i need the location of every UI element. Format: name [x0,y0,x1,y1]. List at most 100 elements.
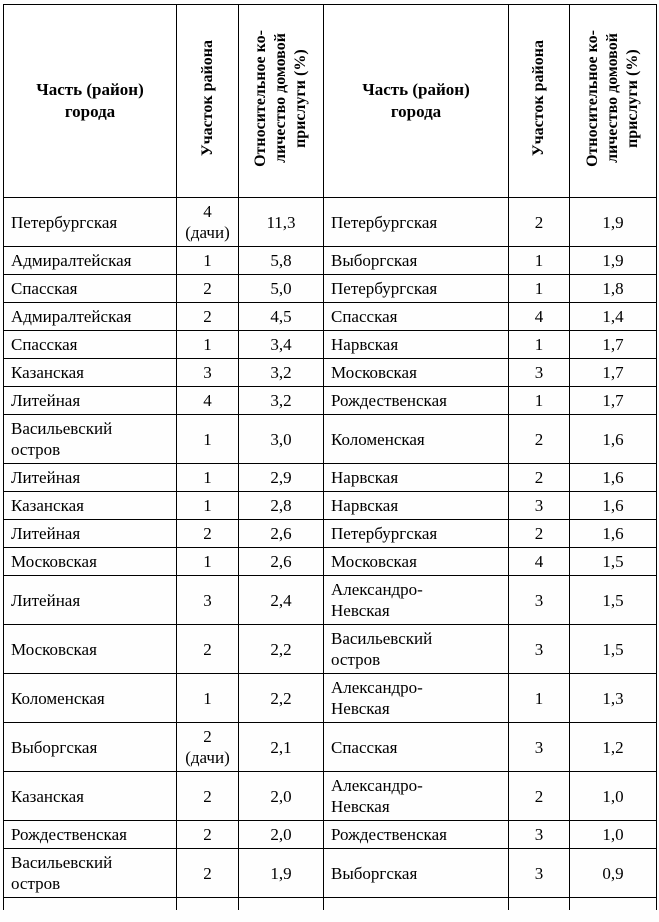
table-row: Литейная 3 2,4 Александро- Невская 3 1,5 [3,575,657,625]
right-section-cell: 3 [508,820,570,849]
right-value-cell: 1,6 [569,519,657,548]
left-district-cell: Петербургская [3,197,177,247]
table-row: Петербургская 4 (дачи) 11,3 Петербургская 2 1… [3,197,657,247]
header-district-left: Часть (район) города [3,4,177,198]
left-district-cell: Выборгская [3,722,177,772]
right-district-cell: Московская [323,547,509,576]
table-body: Петербургская 4 (дачи) 11,3 Петербургская 2 1… [3,197,657,910]
right-district-cell: Александро- Невская [323,673,509,723]
left-district-cell: Казанская [3,358,177,387]
right-value-cell: 1,0 [569,820,657,849]
right-section-cell: 1 [508,673,570,723]
header-section-right: Участок района [508,4,570,198]
table-row: Московская 2 2,2 Васильевский остров 3 1,5 [3,624,657,674]
header-percent-left: Относительное ко- личество домовой присл… [238,4,324,198]
header-row: Часть (район) города Участок района Отно… [3,4,657,198]
right-value-cell: 1,6 [569,463,657,492]
table-row: Васильевский остров 1 3,0 Коломенская 2 1,6 [3,414,657,464]
left-district-cell: Казанская [3,771,177,821]
partial-row-cell [323,897,509,910]
left-value-cell: 2,8 [238,491,324,520]
left-value-cell: 2,2 [238,624,324,674]
left-section-cell: 1 [176,547,239,576]
header-percent-right-label: Относительное ко- личество домовой присл… [584,30,641,167]
left-section-cell: 2 [176,820,239,849]
right-value-cell: 1,0 [569,771,657,821]
servants-statistics-table: Часть (район) города Участок района Отно… [3,4,657,910]
right-section-cell: 3 [508,575,570,625]
left-section-cell: 1 [176,673,239,723]
right-district-cell: Нарвская [323,491,509,520]
right-section-cell: 2 [508,414,570,464]
right-section-cell: 1 [508,274,570,303]
header-section-right-label: Участок района [530,40,547,157]
left-district-cell: Спасская [3,274,177,303]
table-row: Спасская 1 3,4 Нарвская 1 1,7 [3,330,657,359]
right-district-cell: Коломенская [323,414,509,464]
right-district-cell: Рождественская [323,386,509,415]
left-value-cell: 4,5 [238,302,324,331]
left-section-cell: 3 [176,575,239,625]
right-section-cell: 4 [508,547,570,576]
left-section-cell: 4 [176,386,239,415]
right-value-cell: 0,9 [569,848,657,898]
left-value-cell: 2,0 [238,771,324,821]
right-section-cell: 2 [508,771,570,821]
left-value-cell: 3,2 [238,386,324,415]
left-district-cell: Адмиралтейская [3,302,177,331]
right-value-cell: 1,9 [569,246,657,275]
right-section-cell: 3 [508,624,570,674]
right-district-cell: Спасская [323,302,509,331]
left-value-cell: 2,6 [238,519,324,548]
left-value-cell: 5,8 [238,246,324,275]
left-district-cell: Спасская [3,330,177,359]
table-header: Часть (район) города Участок района Отно… [3,4,657,198]
table-row: Литейная 2 2,6 Петербургская 2 1,6 [3,519,657,548]
header-district-right: Часть (район) города [323,4,509,198]
right-district-cell: Спасская [323,722,509,772]
left-section-cell: 4 (дачи) [176,197,239,247]
left-section-cell: 2 [176,848,239,898]
right-section-cell: 2 [508,197,570,247]
right-value-cell: 1,5 [569,547,657,576]
left-value-cell: 2,4 [238,575,324,625]
right-district-cell: Выборгская [323,246,509,275]
left-district-cell: Литейная [3,463,177,492]
left-section-cell: 2 [176,274,239,303]
right-section-cell: 2 [508,463,570,492]
partial-row-cell [176,897,239,910]
right-value-cell: 1,7 [569,386,657,415]
left-section-cell: 3 [176,358,239,387]
table-row: Казанская 3 3,2 Московская 3 1,7 [3,358,657,387]
right-section-cell: 3 [508,358,570,387]
right-value-cell: 1,5 [569,624,657,674]
right-section-cell: 1 [508,330,570,359]
right-section-cell: 3 [508,491,570,520]
left-district-cell: Адмиралтейская [3,246,177,275]
partial-row-cell [508,897,570,910]
right-district-cell: Петербургская [323,519,509,548]
right-district-cell: Нарвская [323,330,509,359]
left-district-cell: Московская [3,624,177,674]
table-row: Казанская 1 2,8 Нарвская 3 1,6 [3,491,657,520]
right-district-cell: Нарвская [323,463,509,492]
left-value-cell: 2,1 [238,722,324,772]
right-district-cell: Рождественская [323,820,509,849]
table-row: Коломенская 1 2,2 Александро- Невская 1 1,3 [3,673,657,723]
right-value-cell: 1,5 [569,575,657,625]
table-row: Литейная 4 3,2 Рождественская 1 1,7 [3,386,657,415]
right-district-cell: Александро- Невская [323,575,509,625]
left-section-cell: 1 [176,246,239,275]
right-section-cell: 4 [508,302,570,331]
left-value-cell: 3,2 [238,358,324,387]
right-value-cell: 1,8 [569,274,657,303]
right-section-cell: 3 [508,848,570,898]
left-section-cell: 2 [176,771,239,821]
right-value-cell: 1,2 [569,722,657,772]
left-district-cell: Литейная [3,386,177,415]
left-value-cell: 11,3 [238,197,324,247]
right-district-cell: Московская [323,358,509,387]
table-row: Спасская 2 5,0 Петербургская 1 1,8 [3,274,657,303]
left-value-cell: 2,6 [238,547,324,576]
